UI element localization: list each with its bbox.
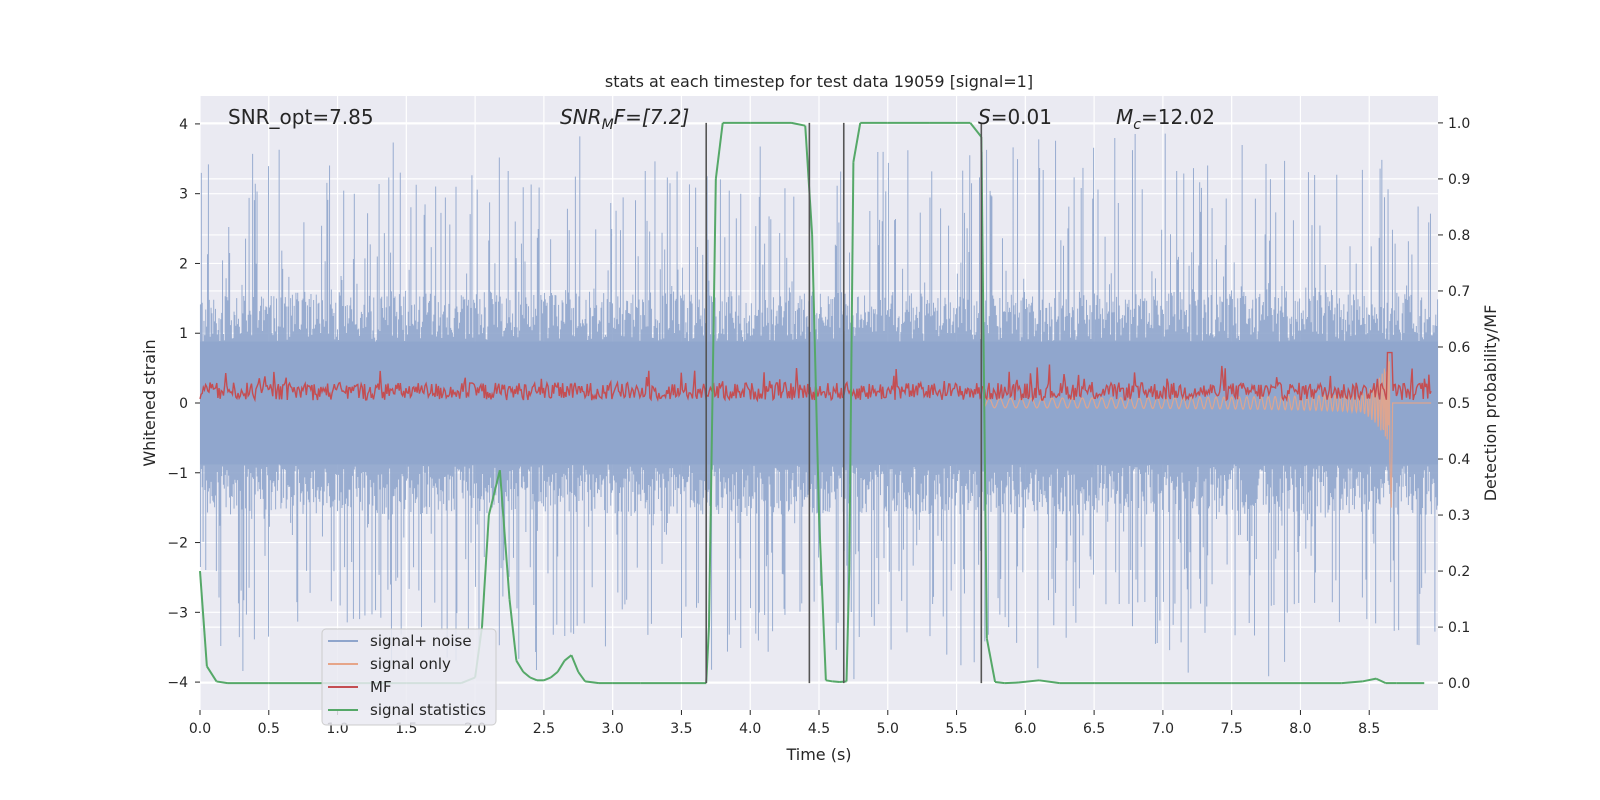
signal-statistics-segment-37 <box>818 515 827 681</box>
y-right-tick-label-3: 0.7 <box>1448 284 1470 300</box>
signal-statistics-segment-60 <box>1362 677 1377 683</box>
signal-statistics-segment-38 <box>825 679 833 683</box>
y-right-tick-label-4: 0.6 <box>1448 340 1470 356</box>
y-left-tick-label-5: −1 <box>167 466 188 482</box>
x-tick-label-16: 8.0 <box>1289 721 1311 737</box>
x-axis-label: Time (s) <box>785 745 851 764</box>
signal-statistics-segment-43 <box>852 122 862 163</box>
signal-statistics-segment-13 <box>508 598 518 661</box>
signal-statistics-segment-2 <box>206 665 218 682</box>
signal-statistics-segment-24 <box>585 680 600 685</box>
y-left-tick-label-8: −4 <box>167 675 188 691</box>
y-left-tick-label-7: −3 <box>167 605 188 621</box>
signal-statistics-segment-59 <box>1341 680 1363 685</box>
legend-label-mf: MF <box>370 678 392 696</box>
signal-statistics-segment-30 <box>707 178 717 628</box>
chart-title: stats at each timestep for test data 190… <box>605 72 1033 91</box>
legend-label-signal-statistics: signal statistics <box>370 701 486 719</box>
signal-statistics-segment-36 <box>811 234 820 516</box>
signal-statistics-segment-12 <box>498 470 511 600</box>
signal-statistics-segment-11 <box>487 469 501 516</box>
x-tick-label-12: 6.0 <box>1014 721 1036 737</box>
signal-statistics-segment-39 <box>832 680 840 683</box>
legend-box <box>321 628 497 726</box>
x-tick-label-8: 4.0 <box>739 721 761 737</box>
data-layer <box>199 121 1439 685</box>
signal-statistics-segment-18 <box>543 676 552 682</box>
legend: signal+ noise signal only MF signal stat… <box>321 628 497 726</box>
annotation-snr-mf: SNRMF=[7.2] <box>560 105 689 133</box>
x-tick-label-0: 0.0 <box>189 721 211 737</box>
series-signal-only <box>983 353 1432 508</box>
signal-statistics-segment-16 <box>529 676 538 682</box>
signal-statistics-segment-61 <box>1375 677 1387 685</box>
x-tick-label-9: 4.5 <box>808 721 830 737</box>
y-right-tick-label-8: 0.2 <box>1448 564 1470 580</box>
x-tick-label-13: 6.5 <box>1083 721 1105 737</box>
signal-statistics-segment-21 <box>563 654 573 662</box>
signal-statistics-segment-22 <box>570 654 580 673</box>
x-tick-label-14: 7.0 <box>1152 721 1174 737</box>
y-right-tick-label-5: 0.5 <box>1448 396 1470 412</box>
signal-statistics-segment-1 <box>199 570 208 667</box>
ticks: 0.0 0.5 1.0 1.5 2.0 2.5 3.0 3.5 4.0 4.5 5.0 5.5 6.0 6… <box>167 116 1470 737</box>
signal-statistics-segment-34 <box>791 121 806 127</box>
y-right-tick-label-10: 0.0 <box>1448 676 1470 692</box>
x-tick-label-1: 0.5 <box>258 721 280 737</box>
signal-statistics-segment-49 <box>985 638 997 683</box>
signal-statistics-segment-20 <box>556 660 566 673</box>
signal-statistics-segment-15 <box>522 671 531 679</box>
x-tick-label-11: 5.5 <box>945 721 967 737</box>
x-tick-label-6: 3.0 <box>602 721 624 737</box>
y-axis-label-right: Detection probability/MF <box>1481 305 1500 502</box>
signal-statistics-segment-50 <box>994 680 1005 685</box>
y-right-tick-label-1: 0.9 <box>1448 172 1470 188</box>
signal-statistics-segment-31 <box>714 122 724 180</box>
signal-statistics-segment-10 <box>480 514 490 628</box>
y-left-tick-label-4: 0 <box>179 396 188 412</box>
y-left-tick-label-3: 1 <box>179 326 188 342</box>
x-tick-label-7: 3.5 <box>670 721 692 737</box>
annotation-mc: Mc=12.02 <box>1116 105 1215 133</box>
signal-statistics-segment-53 <box>1038 679 1060 685</box>
y-right-tick-label-2: 0.8 <box>1448 228 1470 244</box>
signal-statistics-segment-47 <box>969 122 983 138</box>
y-left-tick-label-0: 4 <box>179 117 188 133</box>
x-tick-label-17: 8.5 <box>1358 721 1380 737</box>
y-left-tick-label-1: 3 <box>179 187 188 203</box>
signal-statistics-segment-41 <box>845 571 851 682</box>
y-left-tick-label-6: −2 <box>167 536 188 552</box>
signal-statistics-segment-52 <box>1018 679 1040 684</box>
y-axis-label-left: Whitened strain <box>140 339 159 466</box>
y-right-tick-label-0: 1.0 <box>1448 116 1470 132</box>
x-tick-label-15: 7.5 <box>1221 721 1243 737</box>
x-tick-label-10: 5.0 <box>877 721 899 737</box>
x-tick-label-5: 2.5 <box>533 721 555 737</box>
signal-statistics-segment-19 <box>550 671 559 679</box>
y-right-tick-label-7: 0.3 <box>1448 508 1470 524</box>
y-right-tick-label-9: 0.1 <box>1448 620 1470 636</box>
signal-statistics-segment-48 <box>980 136 988 639</box>
signal-statistics-segment-51 <box>1004 681 1019 685</box>
signal-statistics-segment-42 <box>848 162 855 572</box>
annotation-snr-opt: SNR_opt=7.85 <box>228 105 374 129</box>
signal-statistics-segment-23 <box>577 671 586 683</box>
legend-label-signal-noise: signal+ noise <box>370 632 472 650</box>
legend-label-signal-only: signal only <box>370 655 451 673</box>
signal-statistics-segment-3 <box>216 680 228 685</box>
y-left-tick-label-2: 2 <box>179 256 188 272</box>
annotation-s: S=0.01 <box>978 105 1052 129</box>
signal-statistics-segment-14 <box>515 660 525 673</box>
y-right-tick-label-6: 0.4 <box>1448 452 1470 468</box>
